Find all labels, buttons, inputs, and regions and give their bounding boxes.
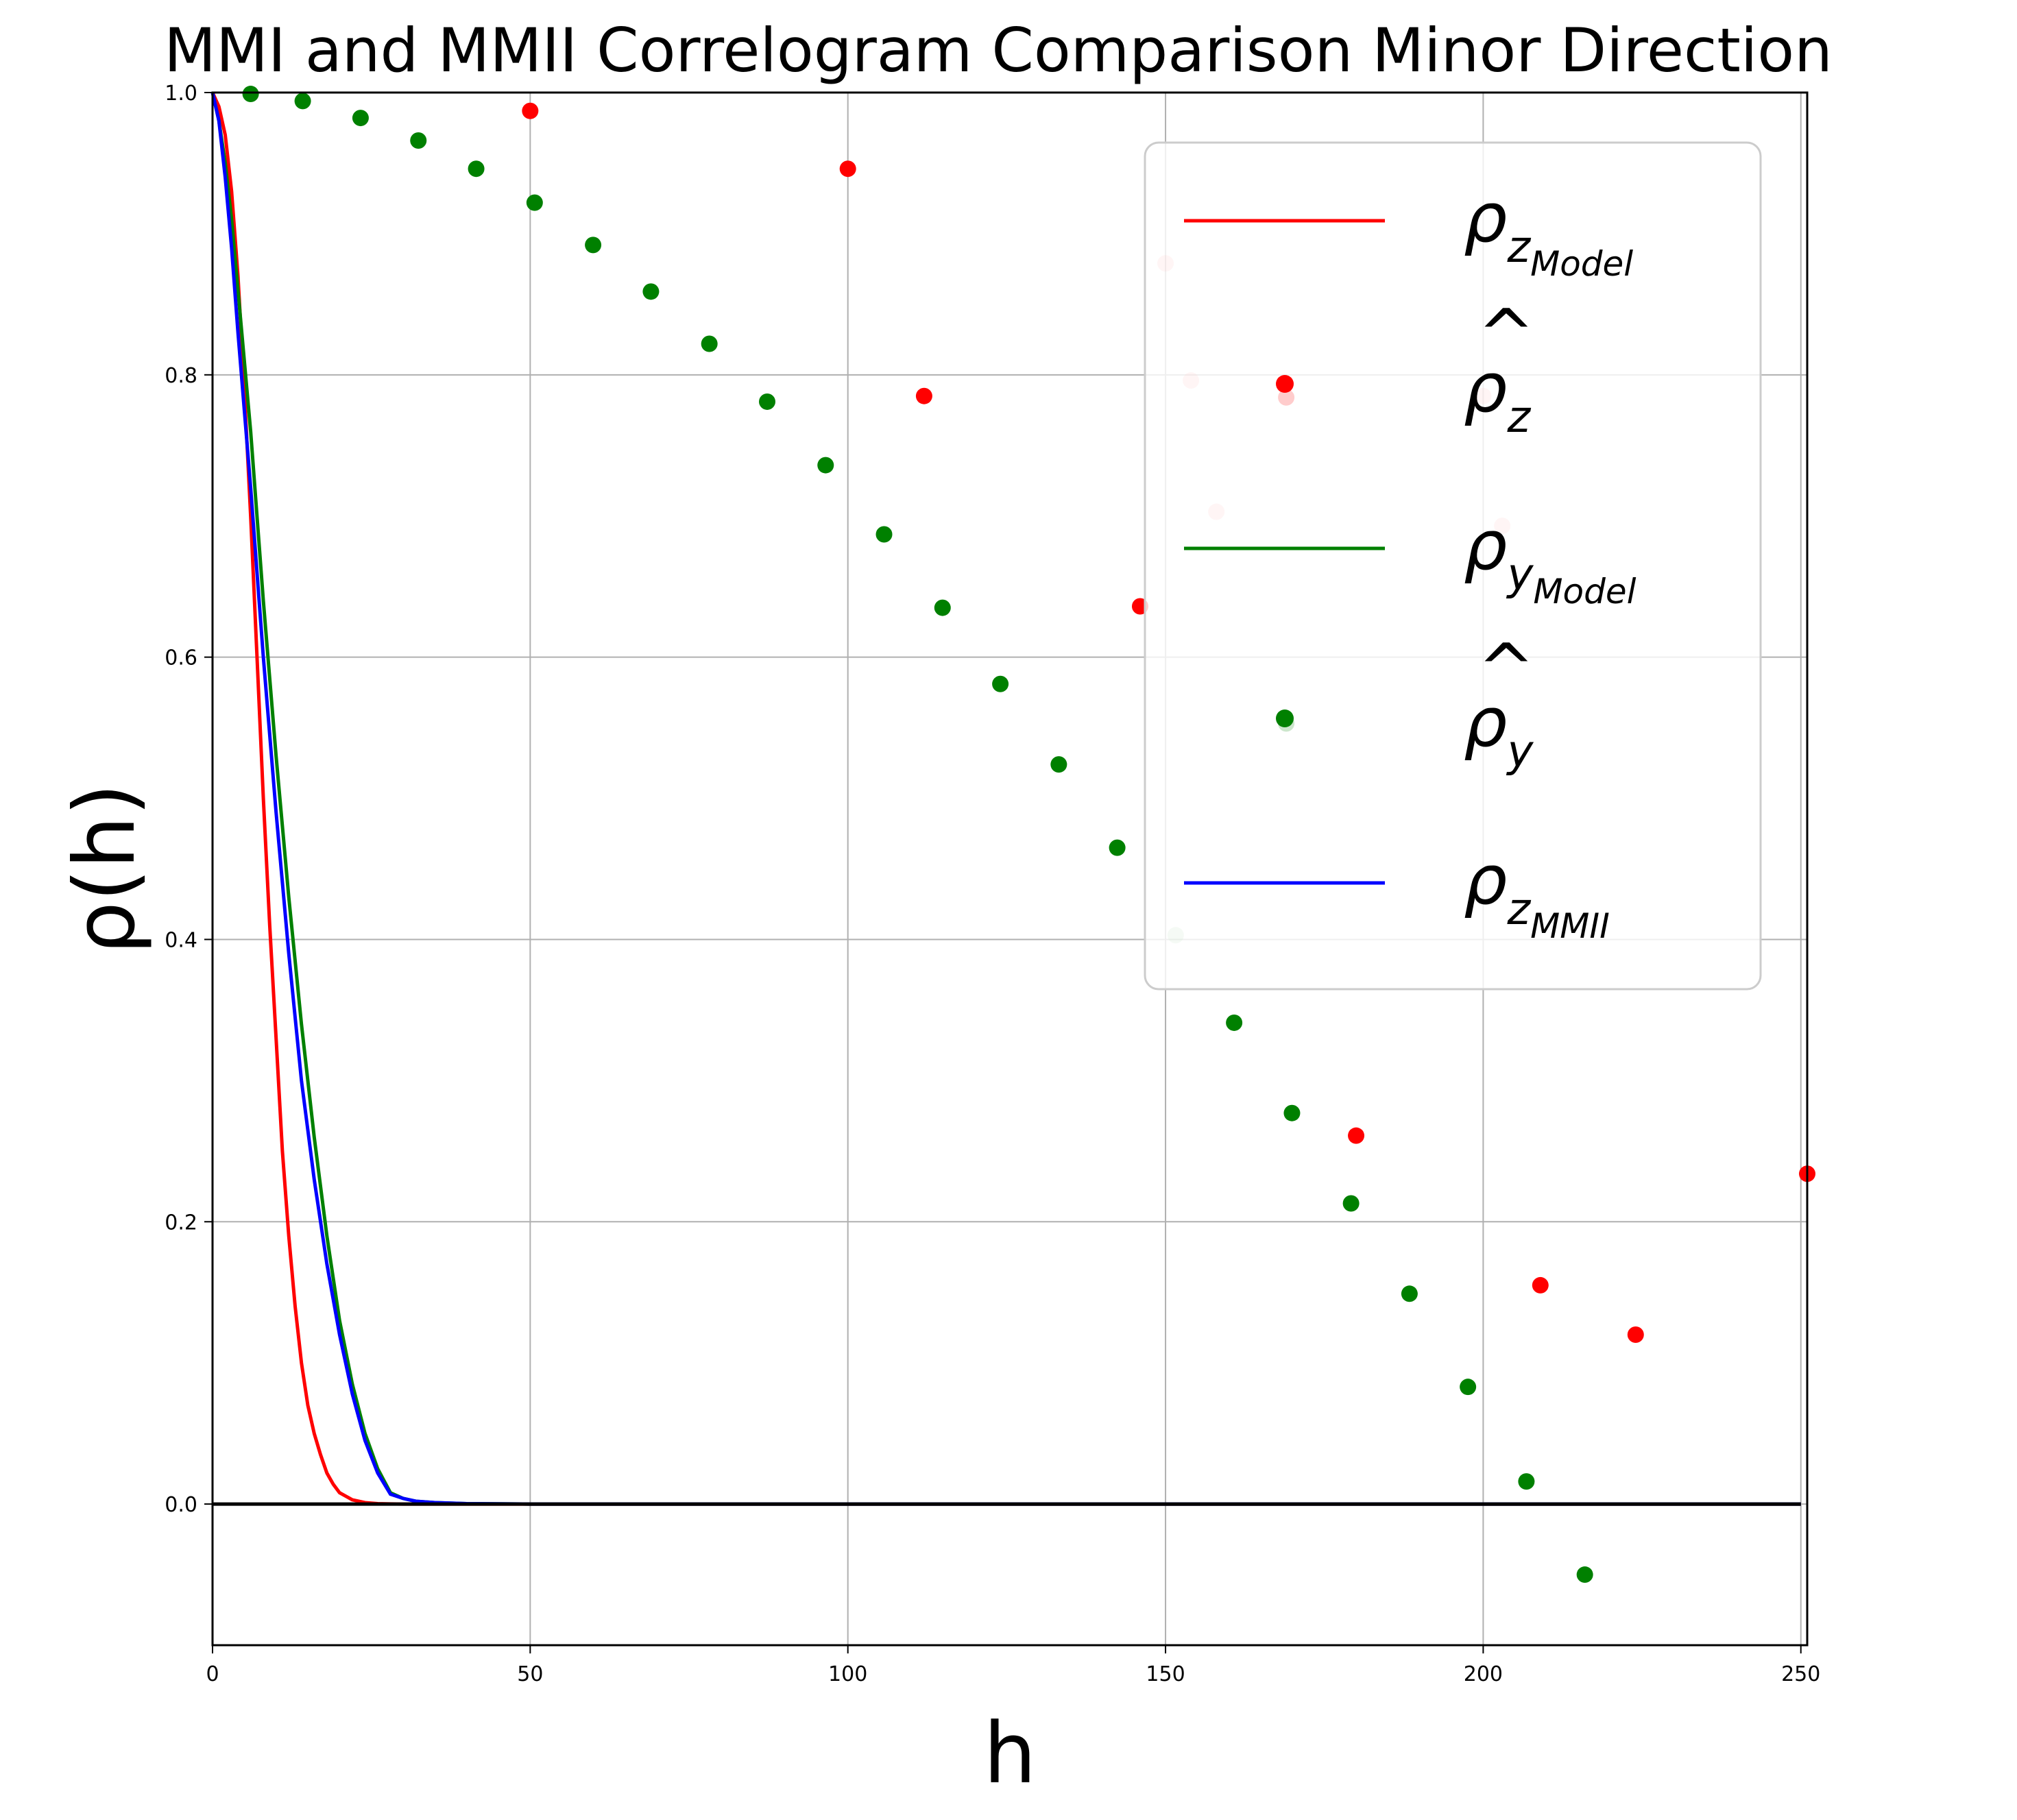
scatter-point: [242, 86, 259, 103]
scatter-point: [468, 160, 485, 178]
scatter-point: [352, 110, 369, 127]
scatter-point: [1109, 839, 1126, 856]
x-axis-label: h: [983, 1705, 1036, 1802]
chart-title: MMI and MMII Correlogram Comparison Mino…: [164, 15, 1833, 86]
scatter-point: [915, 387, 932, 404]
legend-hat-mark: ^: [1477, 629, 1535, 709]
y-tick-label: 0.0: [165, 1493, 197, 1517]
y-tick-label: 1.0: [165, 82, 197, 106]
scatter-point: [1348, 1127, 1365, 1144]
scatter-point: [526, 194, 543, 211]
y-axis-label: ρ(h): [56, 784, 154, 955]
scatter-point: [875, 526, 893, 543]
x-tick-label: 200: [1464, 1662, 1503, 1686]
y-tick-label: 0.8: [165, 364, 197, 388]
scatter-point: [992, 675, 1009, 692]
scatter-point: [1532, 1276, 1549, 1294]
axes-frame: [211, 91, 1809, 1647]
axis-ticks: 0 50 100 150 200 250 0.0 0.2 0.4 0.6 0.8 1.0: [165, 82, 1820, 1686]
scatter-point: [410, 132, 427, 149]
x-tick-label: 0: [206, 1662, 219, 1686]
scatter-point: [1460, 1379, 1477, 1396]
scatter-point: [1342, 1195, 1360, 1212]
scatter-point: [585, 236, 602, 254]
y-tick-label: 0.4: [165, 928, 197, 952]
x-tick-label: 100: [828, 1662, 867, 1686]
legend-dot-swatch: [1276, 709, 1294, 727]
scatter-point: [1518, 1473, 1535, 1490]
scatter-point: [934, 599, 951, 616]
y-tick-label: 0.6: [165, 646, 197, 670]
x-tick-label: 50: [517, 1662, 543, 1686]
legend-box: [1144, 141, 1762, 991]
scatter-point: [1283, 1104, 1301, 1121]
scatter-point: [1401, 1285, 1418, 1302]
legend-dot-swatch: [1276, 375, 1294, 393]
legend-hat-mark: ^: [1477, 294, 1535, 374]
x-tick-label: 250: [1781, 1662, 1820, 1686]
scatter-point: [759, 393, 776, 410]
scatter-point: [522, 102, 539, 119]
x-tick-label: 150: [1146, 1662, 1185, 1686]
legend-entry-label: ρy: [1464, 682, 1534, 777]
scatter-point: [1050, 756, 1067, 773]
scatter-point: [1226, 1014, 1243, 1031]
scatter-point: [839, 160, 856, 178]
y-tick-label: 0.2: [165, 1211, 197, 1235]
scatter-point: [817, 457, 834, 474]
scatter-point: [294, 93, 311, 110]
scatter-point: [701, 335, 718, 352]
scatter-point: [642, 283, 660, 300]
scatter-point: [1576, 1566, 1593, 1584]
scatter-point: [1627, 1326, 1644, 1343]
